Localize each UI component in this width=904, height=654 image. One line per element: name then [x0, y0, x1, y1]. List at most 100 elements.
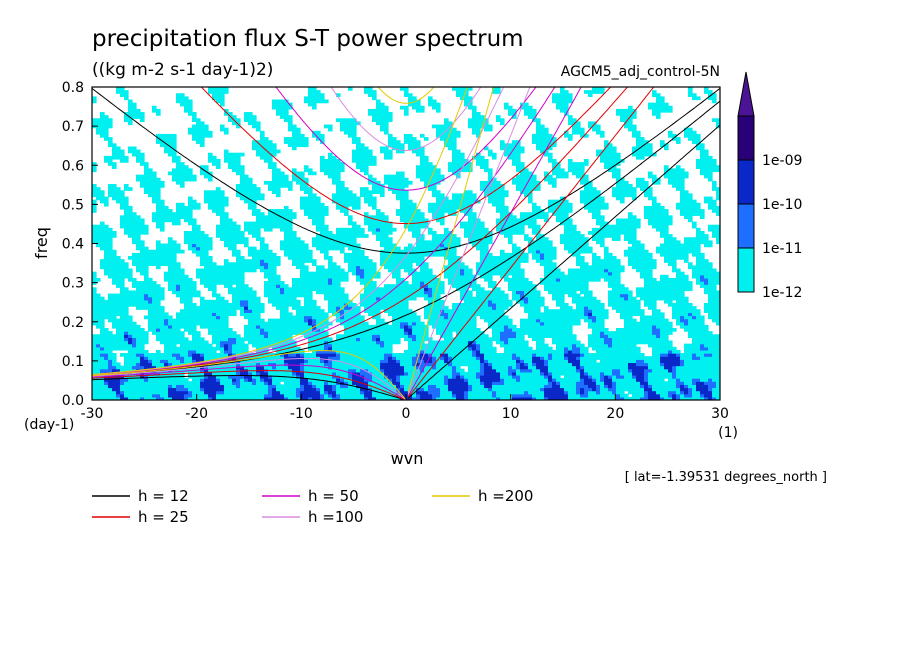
power-cell [580, 359, 585, 364]
power-cell [244, 396, 249, 400]
power-cell [420, 331, 425, 335]
power-cell [608, 390, 613, 395]
power-cell [324, 371, 329, 376]
power-cell [676, 384, 681, 389]
power-cell [240, 299, 245, 304]
power-cell [404, 362, 409, 367]
power-cell [112, 359, 117, 364]
power-cell [364, 371, 369, 376]
power-cell [532, 296, 537, 301]
power-cell [108, 384, 113, 389]
power-cell [100, 368, 105, 373]
power-cell [180, 340, 185, 345]
power-cell [204, 312, 209, 317]
power-cell [644, 324, 649, 329]
power-cell [484, 315, 489, 320]
power-cell [680, 287, 685, 292]
power-cell [260, 378, 265, 382]
power-cell [248, 287, 253, 292]
power-cell [396, 302, 401, 307]
power-cell [288, 337, 293, 342]
power-cell [700, 353, 705, 357]
power-cell [504, 293, 509, 298]
power-cell [360, 362, 365, 367]
power-cell [348, 359, 353, 364]
power-cell [476, 384, 481, 389]
power-cell [548, 318, 553, 323]
power-cell [596, 309, 601, 313]
power-cell [284, 309, 289, 313]
power-cell [268, 296, 273, 301]
power-cell [136, 299, 141, 304]
power-cell [228, 306, 233, 310]
power-cell [608, 349, 613, 354]
power-cell [524, 318, 529, 323]
power-cell [420, 362, 425, 367]
power-cell [336, 340, 341, 345]
power-cell [100, 349, 105, 354]
power-cell [316, 381, 321, 385]
power-cell [216, 393, 221, 398]
power-cell [664, 381, 669, 385]
power-cell [696, 381, 701, 385]
power-cell [376, 387, 381, 392]
power-cell [584, 306, 589, 310]
power-cell [528, 331, 533, 335]
power-cell [204, 371, 209, 376]
power-cell [212, 368, 217, 373]
power-cell [464, 371, 469, 376]
power-cell [140, 346, 145, 351]
power-cell [128, 356, 133, 360]
power-cell [224, 378, 229, 382]
power-cell [152, 321, 157, 326]
power-cell [140, 378, 145, 382]
power-cell [204, 318, 209, 323]
power-cell [520, 356, 525, 360]
power-cell [656, 349, 661, 354]
power-cell [96, 315, 101, 320]
power-cell [184, 309, 189, 313]
power-cell [212, 356, 217, 360]
power-cell [128, 378, 133, 382]
power-cell [560, 390, 565, 395]
power-cell [336, 337, 341, 342]
power-cell [596, 390, 601, 395]
power-cell [460, 318, 465, 323]
power-cell [532, 378, 537, 382]
power-cell [396, 353, 401, 357]
power-cell [396, 390, 401, 395]
power-cell [564, 290, 569, 295]
power-cell [244, 371, 249, 376]
power-cell [532, 387, 537, 392]
power-cell [620, 343, 625, 348]
power-cell [128, 346, 133, 351]
power-cell [692, 337, 697, 342]
power-cell [420, 334, 425, 338]
power-cell [428, 374, 433, 379]
power-cell [276, 381, 281, 385]
power-cell [236, 362, 241, 367]
power-cell [476, 381, 481, 385]
power-cell [708, 378, 713, 382]
power-cell [292, 349, 297, 354]
power-cell [248, 315, 253, 320]
power-cell [156, 306, 161, 310]
power-cell [548, 390, 553, 395]
power-cell [332, 393, 337, 398]
power-cell [236, 356, 241, 360]
power-cell [248, 378, 253, 382]
power-cell [436, 287, 441, 292]
power-cell [608, 396, 613, 400]
power-cell [176, 331, 181, 335]
power-cell [376, 293, 381, 298]
power-cell [524, 374, 529, 379]
power-cell [288, 387, 293, 392]
power-cell [260, 309, 265, 313]
power-cell [152, 284, 157, 288]
power-cell [568, 365, 573, 370]
power-cell [268, 362, 273, 367]
power-cell [492, 324, 497, 329]
power-cell [328, 393, 333, 398]
power-cell [96, 393, 101, 398]
power-cell [520, 287, 525, 292]
